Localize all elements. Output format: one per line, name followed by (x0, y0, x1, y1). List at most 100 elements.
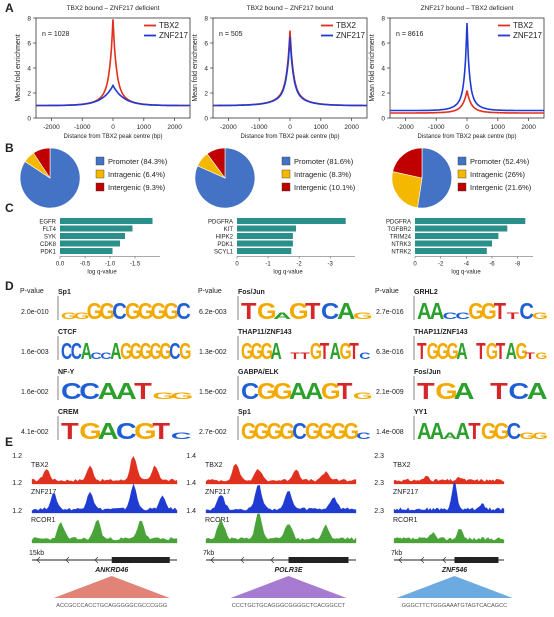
logo-letter: A (417, 419, 432, 444)
logo-letter: C (176, 299, 191, 324)
logo-letter: G (340, 339, 352, 365)
x-tick-label: 0 (288, 124, 292, 131)
logo-letter: G (273, 379, 293, 405)
panel-letter: C (5, 201, 14, 215)
y-tick-label: 0 (204, 116, 208, 123)
motif-name: YY1 (414, 409, 427, 416)
logo-letter: T (417, 339, 427, 365)
logo-letter: C (71, 339, 82, 365)
logo-letter: T (305, 299, 321, 325)
legend-label: ZNF217 (336, 31, 365, 40)
znf217-curve (390, 22, 544, 112)
motif-name: Sp1 (238, 409, 251, 416)
scale-bar-label: 15kb (29, 550, 44, 557)
x-tick-label: 0 (465, 124, 469, 131)
y-tick-label: 6 (204, 41, 208, 48)
logo-letter: G (138, 299, 154, 324)
logo-letter: C (171, 431, 192, 442)
track-scale: 2.3 (374, 480, 384, 487)
strand-arrow (300, 556, 305, 564)
go-bar (237, 240, 293, 247)
legend-swatch (281, 156, 291, 166)
logo-letter: G (279, 419, 295, 444)
y-axis-label: Mean fold enrichment (15, 34, 22, 101)
tbx2-track (31, 455, 178, 485)
logo-letter: A (110, 339, 121, 365)
gene-label: NTRK2 (391, 250, 411, 256)
x-axis-label: Distance from TBX2 peak centre (bp) (64, 134, 163, 140)
intergenic-slice (33, 147, 51, 179)
logo-letter: A (417, 299, 432, 324)
logo-letter: G (437, 339, 449, 365)
x-axis-label: Distance from TBX2 peak centre (bp) (241, 134, 340, 140)
y-tick-label: 4 (27, 66, 31, 73)
gene-label: FLT4 (42, 227, 56, 233)
go-bar (237, 248, 292, 254)
logo-letter: G (435, 378, 457, 404)
logo-letter: C (61, 378, 82, 404)
logo-letter: G (241, 419, 257, 444)
go-bar (415, 248, 487, 254)
legend-swatch (95, 156, 105, 166)
logo-letter: T (507, 311, 520, 321)
y-tick-label: 2 (27, 91, 31, 98)
logo-letter: C (112, 299, 127, 324)
x-axis-label: log q-value (87, 270, 117, 276)
logo-letter: G (353, 391, 373, 402)
gene-exon (111, 557, 170, 563)
tbx2-curve (390, 90, 544, 114)
plot-title: TBX2 bound – ZNF217 bound (247, 5, 334, 12)
panel-letter: A (5, 1, 14, 15)
logo-letter: G (257, 299, 277, 325)
logo-letter: G (61, 311, 77, 321)
logo-letter: A (289, 379, 307, 405)
gene-name: ZNF546 (441, 567, 467, 574)
logo-letter: C (359, 350, 370, 361)
logo-letter: G (447, 339, 459, 365)
gene-exon (454, 557, 499, 563)
strand-arrow (152, 556, 157, 564)
legend-swatch (281, 169, 291, 179)
logo-letter: T (320, 339, 330, 365)
track-name: ZNF217 (393, 489, 418, 496)
p-value: 1.6e-003 (21, 349, 49, 356)
go-bar (60, 225, 133, 232)
p-value: 1.3e-002 (199, 349, 227, 356)
logo-letter: G (468, 299, 484, 324)
panel-letter: B (5, 141, 14, 155)
logo-letter: G (179, 339, 191, 365)
x-tick-label: 1000 (137, 124, 152, 131)
logo-letter: T (300, 350, 310, 361)
legend-label: Intragenic (8.3%) (294, 170, 352, 179)
logo-letter: G (241, 339, 253, 365)
logo-letter: T (417, 378, 435, 404)
p-value: 2.7e-002 (199, 429, 227, 436)
logo-letter: G (318, 419, 334, 444)
panel-letter: D (5, 279, 14, 293)
logo-letter: A (305, 379, 323, 405)
x-tick-label: -2 (438, 262, 444, 268)
x-tick-label: 2000 (344, 124, 359, 131)
logo-letter: A (330, 339, 341, 365)
logo-letter: G (74, 311, 90, 321)
go-bar (60, 233, 125, 239)
logo-letter: G (171, 391, 193, 402)
intragenic-slice (391, 171, 423, 209)
y-tick-label: 6 (381, 41, 385, 48)
logo-letter: A (430, 299, 445, 324)
x-tick-label: -0.5 (80, 262, 91, 268)
znf217-curve (213, 36, 367, 107)
track-name: TBX2 (205, 462, 223, 469)
go-bar (237, 233, 293, 239)
logo-letter: G (160, 339, 172, 365)
rcor1-track (205, 513, 357, 544)
gene-label: SYK (44, 235, 56, 241)
legend-label: Promoter (84.3%) (108, 157, 168, 166)
gene-label: CDK8 (40, 242, 57, 248)
sequence: CCCTGCTGCAGGGCGGGGCTCACGGCCT (232, 603, 346, 609)
legend-label: Promoter (81.6%) (294, 157, 354, 166)
logo-letter: C (91, 350, 102, 361)
logo-letter: A (116, 378, 137, 404)
legend-swatch (281, 182, 291, 192)
